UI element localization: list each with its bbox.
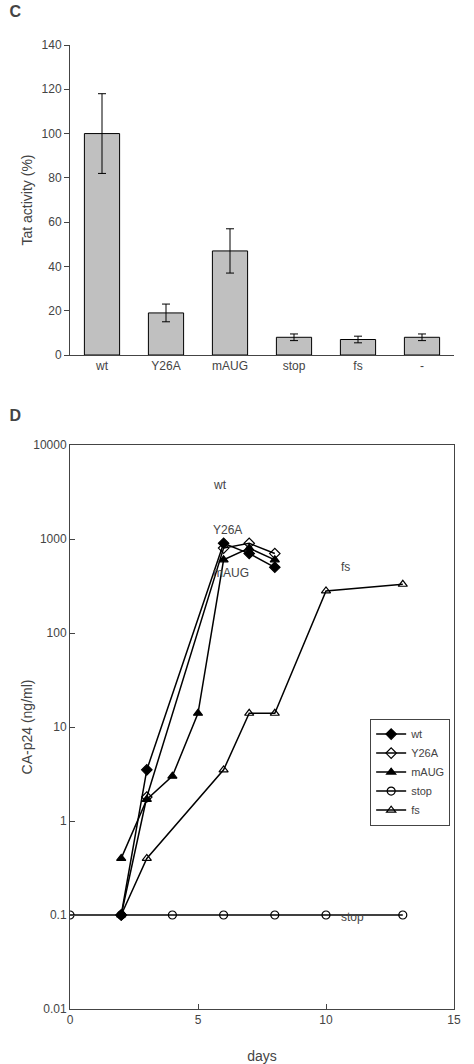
svg-text:0: 0 — [55, 348, 62, 362]
svg-text:0.01: 0.01 — [43, 1002, 67, 1016]
svg-text:Y26A: Y26A — [213, 523, 242, 537]
svg-text:10: 10 — [319, 1013, 333, 1027]
svg-text:mAUG: mAUG — [213, 566, 249, 580]
svg-text:10: 10 — [53, 720, 67, 734]
svg-text:100: 100 — [47, 626, 67, 640]
svg-text:stop: stop — [411, 785, 432, 797]
svg-text:mAUG: mAUG — [212, 359, 248, 373]
svg-text:Tat activity (%): Tat activity (%) — [19, 154, 35, 245]
svg-text:Y26A: Y26A — [411, 747, 439, 759]
svg-text:100: 100 — [42, 127, 62, 141]
svg-text:20: 20 — [48, 304, 62, 318]
svg-text:60: 60 — [48, 215, 62, 229]
svg-text:CA-p24 (ng/ml): CA-p24 (ng/ml) — [19, 680, 35, 775]
svg-text:fs: fs — [411, 804, 420, 816]
svg-text:0.1: 0.1 — [50, 908, 67, 922]
svg-text:1: 1 — [60, 814, 67, 828]
svg-text:Y26A: Y26A — [151, 359, 180, 373]
svg-text:C: C — [9, 3, 21, 20]
svg-text:stop: stop — [283, 359, 306, 373]
svg-text:120: 120 — [42, 82, 62, 96]
svg-text:fs: fs — [341, 560, 350, 574]
svg-text:wt: wt — [410, 728, 422, 740]
svg-text:wt: wt — [95, 359, 109, 373]
svg-text:15: 15 — [447, 1013, 461, 1027]
svg-text:D: D — [9, 407, 21, 424]
svg-text:1000: 1000 — [40, 532, 67, 546]
svg-text:fs: fs — [353, 359, 362, 373]
svg-text:days: days — [247, 1048, 277, 1064]
svg-text:wt: wt — [213, 478, 227, 492]
svg-text:-: - — [420, 359, 424, 373]
svg-text:40: 40 — [48, 260, 62, 274]
svg-text:80: 80 — [48, 171, 62, 185]
svg-text:140: 140 — [42, 38, 62, 52]
svg-text:mAUG: mAUG — [411, 766, 444, 778]
svg-text:stop: stop — [341, 910, 364, 924]
svg-text:10000: 10000 — [33, 438, 67, 452]
svg-text:5: 5 — [195, 1013, 202, 1027]
svg-text:0: 0 — [67, 1013, 74, 1027]
